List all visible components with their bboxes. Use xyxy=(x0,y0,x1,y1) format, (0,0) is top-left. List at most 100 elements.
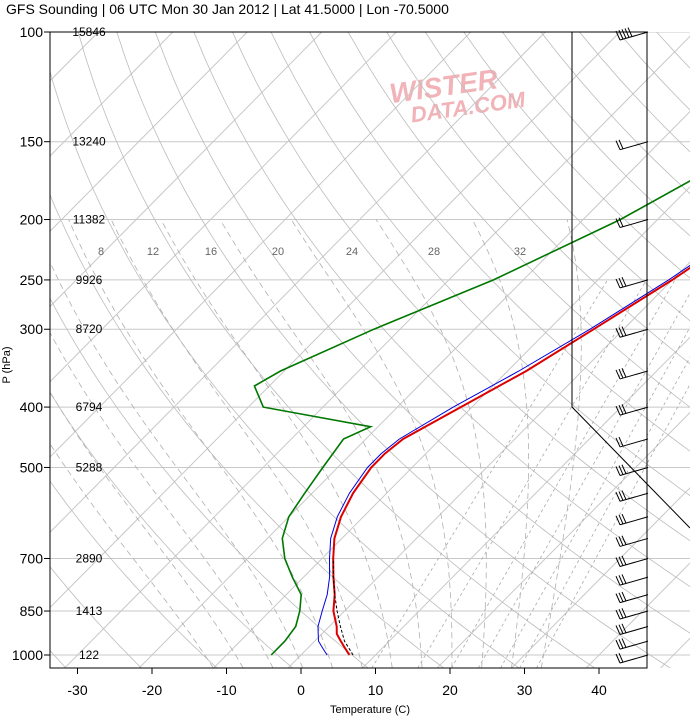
wind-barb-flag xyxy=(621,404,627,414)
wind-barb-flag xyxy=(618,139,624,150)
profile-line-1 xyxy=(332,266,690,656)
x-axis-label: Temperature (C) xyxy=(330,704,410,716)
dry-adiabat xyxy=(463,32,690,279)
wind-barb xyxy=(615,623,649,635)
wind-barb xyxy=(615,217,649,229)
wind-barb-flag xyxy=(621,326,627,336)
wind-barb-staff xyxy=(619,654,649,664)
wind-barb xyxy=(615,464,649,476)
y-axis-label: P (hPa) xyxy=(1,346,13,383)
labels: 8 12 16 20 24 28 32100150200250300400500700850… xyxy=(12,24,607,698)
wind-barb xyxy=(615,368,649,380)
wind-barbs xyxy=(615,27,649,664)
wind-barb-flag xyxy=(621,535,627,545)
x-tick-label: -10 xyxy=(216,682,236,698)
x-tick-label: 40 xyxy=(591,682,607,698)
dry-adiabat xyxy=(270,32,690,497)
isotherm-line xyxy=(50,32,397,383)
wind-barb-flag xyxy=(615,405,621,416)
wind-barb xyxy=(615,555,649,567)
wind-barb-flag xyxy=(615,328,621,338)
wind-barb-flag xyxy=(615,653,621,664)
wind-barb-staff xyxy=(619,466,649,476)
isotherm-line xyxy=(50,32,174,157)
wind-barb xyxy=(615,277,649,289)
wind-barb xyxy=(615,513,649,526)
dry-adiabat xyxy=(50,566,142,668)
wind-barb-flag xyxy=(618,465,624,475)
wind-barb-flag xyxy=(621,277,627,287)
wind-barb-staff xyxy=(619,141,649,151)
wind-barb-flag xyxy=(621,591,627,602)
wind-barb-flag xyxy=(615,140,621,150)
wind-barb-staff xyxy=(619,219,649,229)
y-tick-label: 100 xyxy=(20,24,44,40)
wind-barb xyxy=(615,574,649,586)
dry-adiabat xyxy=(50,70,520,668)
isotherm-line xyxy=(50,32,621,609)
wind-barb-flag xyxy=(618,514,624,525)
mixing-ratio-label: 24 xyxy=(346,246,358,258)
wind-barb-staff xyxy=(619,370,649,380)
height-label: 5288 xyxy=(76,460,103,474)
y-tick-label: 700 xyxy=(20,550,44,566)
height-label: 8720 xyxy=(76,322,103,336)
dry-adiabat xyxy=(50,193,445,668)
isotherm-line xyxy=(64,35,690,668)
wind-barb-flag xyxy=(618,556,624,566)
mixing-ratio-label: 8 xyxy=(98,246,104,258)
wind-barb-flag xyxy=(615,278,621,289)
background-grid xyxy=(50,32,690,668)
mixing-ratio-label: 32 xyxy=(514,246,526,258)
mixing-ratio-line xyxy=(477,292,690,668)
wind-barb-flag xyxy=(618,327,624,337)
wind-barb-flag xyxy=(615,466,621,476)
wind-barb-staff xyxy=(619,279,649,289)
dry-adiabat xyxy=(50,297,369,668)
moist-adiabat xyxy=(50,391,244,668)
height-label: 122 xyxy=(79,648,99,662)
isotherm-line xyxy=(50,32,472,458)
wind-barb-flag xyxy=(621,623,627,633)
wind-barb-staff xyxy=(619,537,649,547)
wind-barb xyxy=(615,139,649,151)
wind-barb-flag xyxy=(618,368,624,379)
wind-barb-flag xyxy=(618,575,624,585)
dry-adiabat xyxy=(232,32,690,542)
moist-adiabat xyxy=(375,219,487,668)
dry-adiabat xyxy=(50,391,293,668)
wind-barb xyxy=(615,608,649,620)
wind-barb-flag xyxy=(621,608,627,618)
wind-barb-staff xyxy=(619,610,649,620)
wind-barb-flag xyxy=(615,492,621,502)
moist-adiabat xyxy=(471,219,529,668)
wind-barb-flag xyxy=(615,218,621,228)
wind-barb-flag xyxy=(624,28,630,38)
wind-barb-flag xyxy=(621,555,627,565)
wind-barb xyxy=(615,490,649,502)
moist-adiabat xyxy=(219,219,423,668)
wind-barb-flag xyxy=(618,277,624,288)
height-label: 11382 xyxy=(73,213,106,227)
moist-adiabat xyxy=(540,219,582,668)
wind-barb-flag xyxy=(621,513,627,524)
x-tick-label: -30 xyxy=(67,682,87,698)
wind-barb xyxy=(615,404,649,416)
wind-barb-flag xyxy=(615,537,621,547)
y-tick-label: 850 xyxy=(20,603,44,619)
wind-barb-flag xyxy=(618,217,624,227)
wind-barb-flag xyxy=(615,639,621,650)
wind-barb-flag xyxy=(618,436,624,447)
dry-adiabat xyxy=(154,32,690,634)
wind-barb-flag xyxy=(615,30,621,41)
wind-barb-flag xyxy=(618,624,624,634)
moist-adiabat xyxy=(68,219,333,668)
mixing-ratio-label: 28 xyxy=(428,246,440,258)
wind-barb-staff xyxy=(619,594,649,604)
wind-barb-staff xyxy=(619,576,649,586)
wind-barb-flag xyxy=(621,464,627,474)
wind-barb-staff xyxy=(619,438,649,448)
isotherm-line xyxy=(287,261,690,668)
height-label: 13240 xyxy=(72,135,106,149)
